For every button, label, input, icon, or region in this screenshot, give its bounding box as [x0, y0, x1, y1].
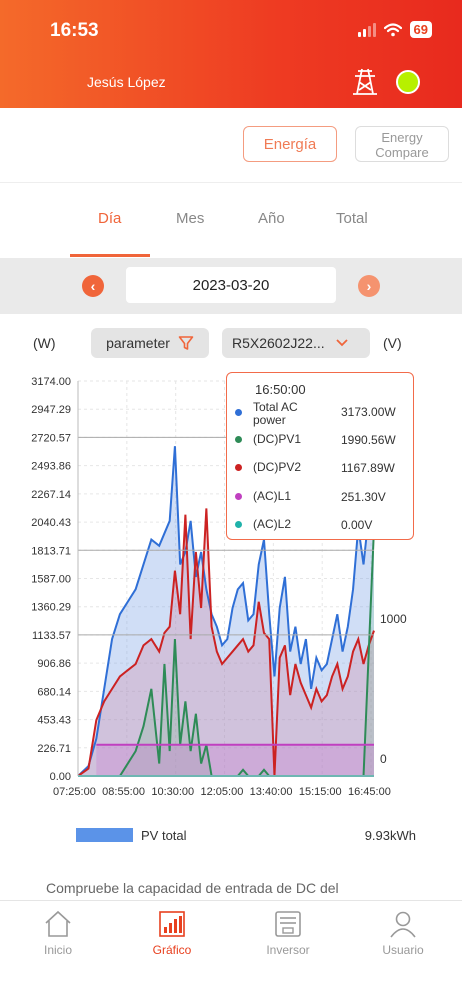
inverter-icon — [275, 911, 301, 937]
active-tab-indicator — [70, 254, 150, 257]
nav-label: Inicio — [43, 943, 72, 957]
chart-controls: (W) parameter R5X2602J22... (V) — [0, 328, 462, 358]
left-axis-unit: (W) — [33, 335, 56, 351]
y-tick-label: 906.86 — [37, 658, 71, 670]
user-name: Jesús López — [87, 74, 166, 90]
nav-usuario[interactable]: Usuario — [363, 909, 443, 957]
series-line-pv2 — [77, 508, 375, 777]
series-area-pv2 — [78, 508, 374, 776]
dc-capacity-notice: Compruebe la capacidad de entrada de DC … — [46, 880, 339, 896]
y-tick-label: 1587.00 — [31, 574, 71, 586]
tooltip-series-name: (DC)PV2 — [253, 460, 302, 474]
y-tick-label: 2267.14 — [31, 489, 71, 501]
nav-inversor[interactable]: Inversor — [248, 909, 328, 957]
y-tick-label: 226.71 — [37, 743, 71, 755]
tooltip-series-value: 3173.00W — [341, 405, 396, 419]
nav-label: Gráfico — [152, 943, 192, 957]
energy-mode-buttons: Energía Energy Compare — [0, 126, 462, 164]
tab-total[interactable]: Total — [336, 210, 368, 227]
y-right-tick-label: 1000 — [380, 612, 407, 626]
tab-ano[interactable]: Año — [258, 210, 285, 227]
tooltip-series-name: (AC)L1 — [253, 489, 292, 503]
period-tabs: Día Mes Año Total — [0, 210, 462, 258]
nav-label: Usuario — [382, 943, 424, 957]
tooltip-series-name: (AC)L2 — [253, 517, 292, 531]
y-tick-label: 2947.29 — [31, 404, 71, 416]
x-tick-label: 10:30:00 — [151, 786, 194, 798]
nav-label: Inversor — [266, 943, 310, 957]
x-tick-label: 16:45:00 — [348, 786, 391, 798]
x-tick-label: 13:40:00 — [250, 786, 293, 798]
bar-chart-icon — [159, 911, 185, 937]
tooltip-series-name: Total AC power — [253, 400, 298, 427]
tooltip-time: 16:50:00 — [255, 382, 306, 397]
nav-grafico[interactable]: Gráfico — [132, 909, 212, 957]
tooltip-series-value: 1167.89W — [341, 461, 395, 475]
legend-total-value: 9.93kWh — [364, 828, 416, 843]
energia-button[interactable]: Energía — [243, 126, 337, 162]
tooltip-series-value: 251.30V — [341, 490, 386, 504]
y-tick-label: 2040.43 — [31, 517, 71, 529]
energy-compare-button[interactable]: Energy Compare — [355, 126, 449, 162]
tab-dia[interactable]: Día — [98, 210, 122, 227]
date-selector: ‹ 2023-03-20 › — [0, 258, 462, 314]
filter-icon — [178, 336, 194, 350]
series-dot — [235, 493, 242, 500]
y-tick-label: 1813.71 — [31, 545, 71, 557]
x-tick-label: 07:25:00 — [53, 786, 96, 798]
series-line-total — [77, 381, 375, 777]
y-tick-label: 1360.29 — [31, 602, 71, 614]
series-dot — [235, 436, 242, 443]
series-area-l1 — [96, 744, 375, 776]
y-tick-label: 453.43 — [37, 715, 71, 727]
device-label: R5X2602J22... — [232, 335, 325, 351]
app-header: 16:53 69 Jesús López — [0, 0, 462, 108]
y-tick-label: 1133.57 — [32, 630, 71, 642]
right-axis-unit: (V) — [383, 335, 402, 351]
prev-date-button[interactable]: ‹ — [82, 275, 104, 297]
chart-tooltip: 16:50:00 Total AC power 3173.00W (DC)PV1… — [226, 372, 414, 540]
next-date-button[interactable]: › — [358, 275, 380, 297]
series-dot — [235, 409, 242, 416]
series-dot — [235, 521, 242, 528]
y-tick-label: 3174.00 — [31, 376, 71, 388]
legend-label: PV total — [141, 828, 187, 843]
chevron-down-icon — [335, 339, 348, 347]
home-icon — [45, 910, 71, 937]
divider — [0, 182, 462, 183]
power-tower-icon[interactable] — [350, 66, 380, 96]
series-area-pv1 — [78, 528, 374, 776]
battery-icon: 69 — [409, 21, 432, 38]
tab-mes[interactable]: Mes — [176, 210, 205, 227]
y-right-tick-label: 0 — [380, 752, 387, 766]
user-icon — [390, 911, 416, 938]
tooltip-series-value: 0.00V — [341, 518, 373, 532]
y-tick-label: 2493.86 — [31, 461, 71, 473]
date-display[interactable]: 2023-03-20 — [126, 267, 336, 303]
y-tick-label: 680.14 — [37, 686, 71, 698]
power-chart[interactable]: 3174.00 2947.29 2720.57 2493.86 2267.14 2040.… — [0, 365, 462, 805]
legend-swatch[interactable] — [76, 828, 133, 842]
x-tick-label: 08:55:00 — [102, 786, 145, 798]
parameter-label: parameter — [106, 335, 170, 351]
parameter-filter-button[interactable]: parameter — [91, 328, 209, 358]
status-time: 16:53 — [50, 20, 99, 41]
device-select[interactable]: R5X2602J22... — [222, 328, 370, 358]
bottom-nav: Inicio Gráfico Inversor Usuario — [0, 900, 462, 1000]
chart-legend: PV total 9.93kWh — [0, 826, 462, 846]
online-status-indicator — [396, 70, 420, 94]
x-tick-label: 15:15:00 — [299, 786, 342, 798]
y-tick-label: 2720.57 — [31, 432, 71, 444]
x-tick-label: 12:05:00 — [201, 786, 244, 798]
cellular-signal-icon — [357, 22, 376, 37]
tooltip-series-value: 1990.56W — [341, 433, 396, 447]
status-icons: 69 — [357, 21, 432, 38]
series-dot — [235, 464, 242, 471]
nav-inicio[interactable]: Inicio — [18, 909, 98, 957]
y-tick-label: 0.00 — [50, 771, 71, 783]
wifi-icon — [383, 22, 402, 36]
tooltip-series-name: (DC)PV1 — [253, 432, 302, 446]
